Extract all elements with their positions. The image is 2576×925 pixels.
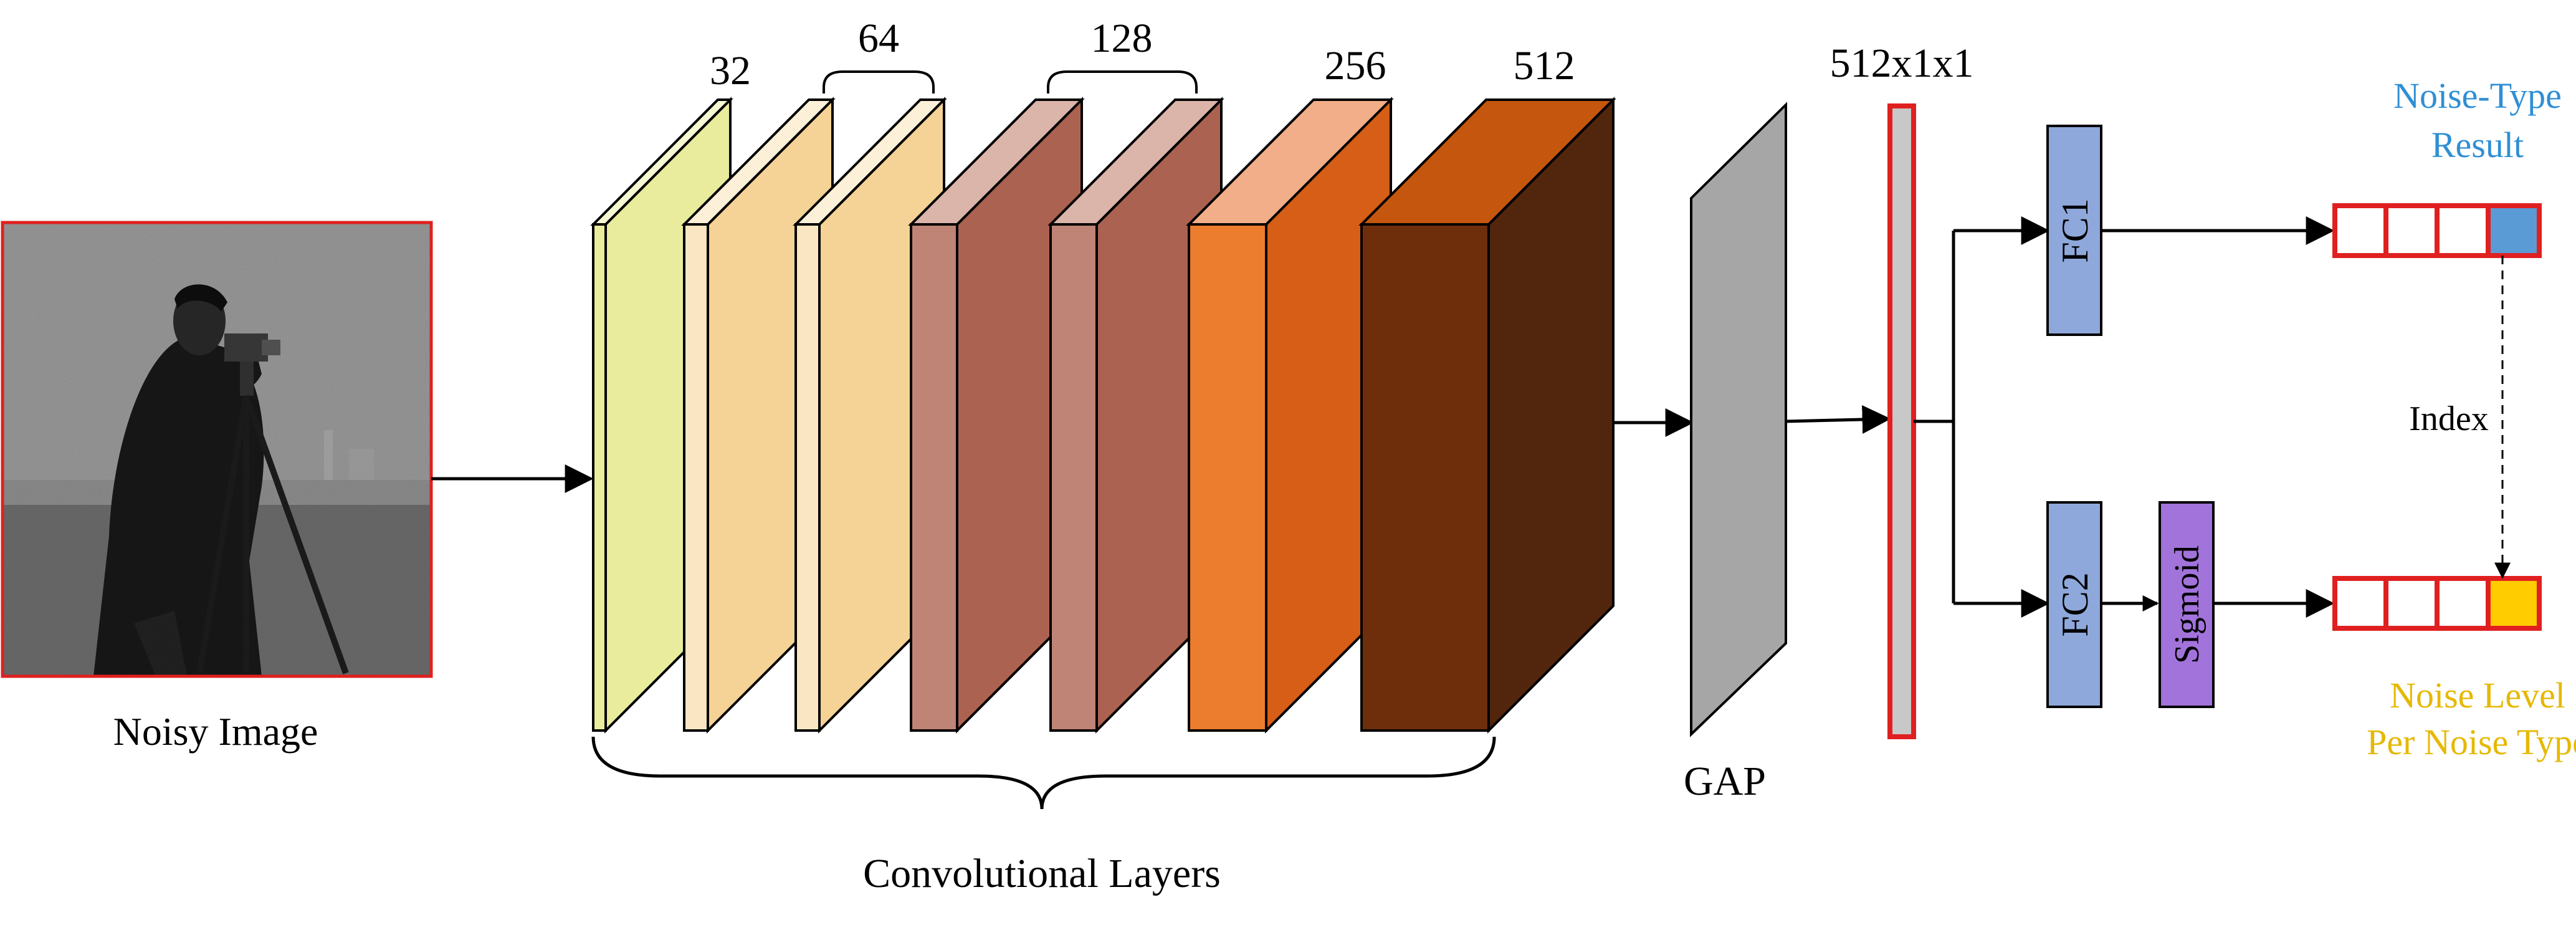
output-cell bbox=[2435, 203, 2491, 258]
conv-label-32: 32 bbox=[710, 48, 751, 93]
noise-level-output bbox=[2332, 576, 2542, 631]
gap-block bbox=[1690, 102, 1787, 737]
conv-block-front bbox=[1360, 223, 1490, 732]
output-cell bbox=[2486, 203, 2542, 258]
noise-type-caption-line1: Noise-Type bbox=[2393, 75, 2562, 116]
conv-block-front bbox=[683, 223, 709, 732]
noise-type-output bbox=[2332, 203, 2542, 258]
bracket-128 bbox=[1047, 70, 1198, 93]
noisy-image-caption: Noisy Image bbox=[113, 709, 318, 754]
conv-label-512: 512 bbox=[1514, 43, 1575, 89]
vector-split-line bbox=[1914, 231, 1955, 603]
conv-brace bbox=[591, 736, 1496, 810]
vector-label: 512x1x1 bbox=[1830, 41, 1974, 86]
noisy-image bbox=[2, 223, 431, 676]
output-cell bbox=[2486, 576, 2542, 631]
conv-block-front bbox=[1188, 223, 1267, 732]
output-cell bbox=[2332, 203, 2388, 258]
sigmoid-label: Sigmoid bbox=[2168, 545, 2206, 664]
fc1-label: FC1 bbox=[2054, 198, 2096, 262]
conv-block-front bbox=[592, 223, 607, 732]
conv-caption: Convolutional Layers bbox=[863, 851, 1221, 896]
noisy-image-frame bbox=[1, 221, 433, 678]
fc1-box bbox=[2046, 125, 2102, 336]
bracket-64 bbox=[823, 70, 935, 93]
output-cell bbox=[2383, 203, 2440, 258]
index-label: Index bbox=[2409, 400, 2489, 438]
noise-level-caption-line2: Per Noise Type bbox=[2367, 722, 2576, 762]
fc2-box bbox=[2046, 501, 2102, 708]
fc2-label: FC2 bbox=[2054, 572, 2096, 636]
output-cell bbox=[2383, 576, 2440, 631]
conv-block-front bbox=[794, 223, 821, 732]
output-cell bbox=[2435, 576, 2491, 631]
output-cell bbox=[2332, 576, 2388, 631]
gap-caption: GAP bbox=[1684, 759, 1766, 804]
conv-block bbox=[1358, 97, 1616, 734]
conv-block bbox=[1186, 97, 1394, 734]
noise-type-caption-line2: Result bbox=[2431, 125, 2524, 165]
gap-to-vector-arrow bbox=[1785, 405, 1891, 434]
conv-label-256: 256 bbox=[1325, 43, 1386, 89]
conv-block-front bbox=[1049, 223, 1098, 732]
conv-block-front bbox=[910, 223, 958, 732]
conv-blocks bbox=[590, 97, 1616, 734]
conv-label-64: 64 bbox=[858, 16, 899, 61]
noise-level-caption-line1: Noise Level bbox=[2390, 675, 2565, 716]
conv-label-128: 128 bbox=[1091, 16, 1153, 61]
feature-vector bbox=[1887, 103, 1916, 739]
